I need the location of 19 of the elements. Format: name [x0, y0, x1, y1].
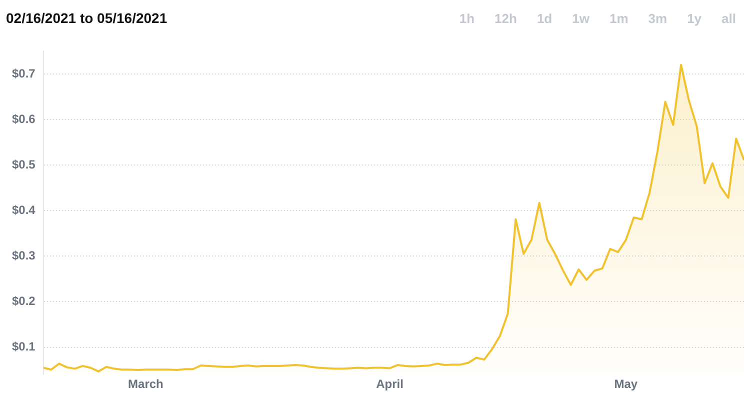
text: 3m	[647, 10, 668, 28]
text: 1m	[608, 10, 630, 28]
y-tick-label: $0.5	[12, 157, 36, 172]
text: 12h	[494, 10, 518, 28]
text: 1d	[536, 10, 554, 28]
x-tick-label: May	[614, 377, 638, 392]
text: 1h	[458, 10, 476, 28]
y-tick-label: $0.1	[12, 340, 36, 354]
text: all	[720, 10, 737, 28]
text: 1y	[686, 10, 703, 28]
x-tick-label: March	[128, 377, 164, 392]
y-tick-label: $0.7	[12, 66, 36, 80]
text: 1w	[571, 10, 590, 28]
y-tick-label: $0.2	[12, 294, 36, 308]
y-tick-label: $0.4	[12, 202, 36, 217]
y-tick-label: $0.3	[12, 248, 36, 262]
y-tick-label: $0.6	[12, 112, 36, 126]
chart-title: 02/16/2021 to 05/16/2021	[6, 10, 168, 26]
x-tick-label: April	[376, 377, 404, 392]
